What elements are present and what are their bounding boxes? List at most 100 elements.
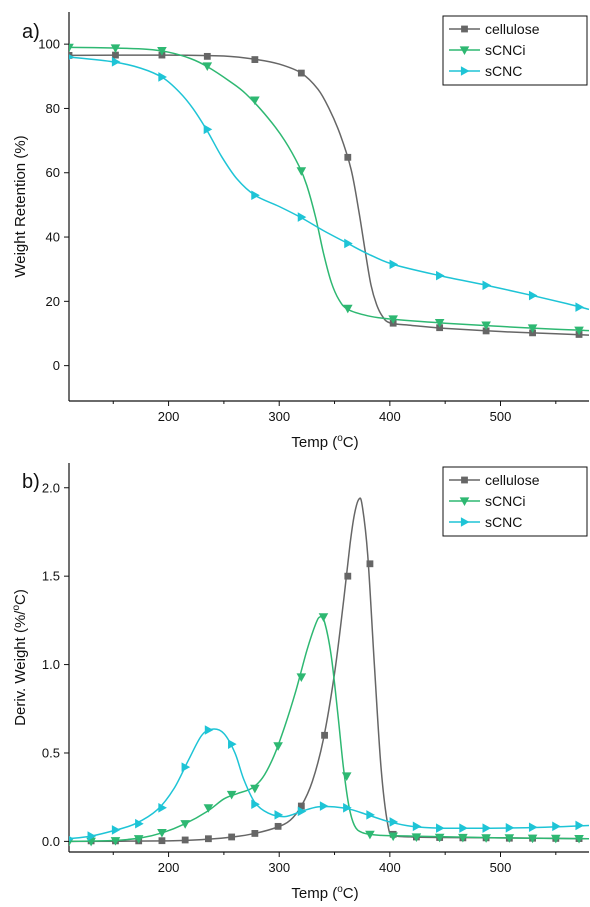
data-point-sCNCi xyxy=(527,324,538,334)
data-point-sCNCi xyxy=(458,833,468,843)
legend: cellulose sCNCi sCNC xyxy=(442,466,588,537)
series-cellulose xyxy=(69,497,589,845)
y-tick-label: 0 xyxy=(53,358,60,373)
data-point-sCNC xyxy=(158,72,167,82)
data-point-sCNC xyxy=(505,822,515,833)
panel-label: a) xyxy=(22,21,40,43)
data-point-sCNC xyxy=(412,821,422,832)
data-point-sCNC xyxy=(343,802,352,813)
data-point-sCNC xyxy=(204,725,214,735)
data-point-sCNC xyxy=(111,825,121,835)
data-point-sCNC xyxy=(69,835,74,842)
x-axis-title: Temp (oC) xyxy=(291,433,358,451)
y-tick-label: 0.0 xyxy=(42,834,60,849)
data-point-sCNCi xyxy=(180,820,190,829)
series-line-sCNC xyxy=(69,56,589,311)
legend-marker-sCNCi xyxy=(459,497,470,506)
data-point-sCNCi xyxy=(343,304,353,314)
y-tick-label: 60 xyxy=(46,165,60,180)
data-point-sCNCi xyxy=(527,834,538,844)
data-point-sCNC xyxy=(297,212,307,222)
data-point-sCNCi xyxy=(551,834,561,844)
panel-label: b) xyxy=(22,471,40,493)
data-point-sCNCi xyxy=(341,772,352,781)
data-point-cellulose xyxy=(112,51,119,59)
data-point-cellulose xyxy=(297,69,305,77)
legend-marker-sCNC xyxy=(460,517,470,527)
y-tick-label: 40 xyxy=(46,230,60,245)
data-point-sCNCi xyxy=(574,326,584,336)
data-point-cellulose xyxy=(482,327,490,335)
data-point-sCNC xyxy=(251,799,260,810)
y-tick-label: 100 xyxy=(38,37,60,52)
legend-marker-cellulose xyxy=(461,25,468,33)
data-point-cellulose xyxy=(205,835,212,843)
x-tick-label: 200 xyxy=(158,860,180,875)
data-point-sCNC xyxy=(203,124,213,135)
data-point-cellulose xyxy=(251,56,259,63)
data-point-sCNC xyxy=(135,818,144,829)
data-point-sCNCi xyxy=(296,167,307,176)
data-point-cellulose xyxy=(251,830,259,837)
data-point-sCNC xyxy=(274,810,284,820)
data-point-sCNCi xyxy=(481,321,491,331)
series-line-sCNC xyxy=(69,728,589,840)
data-point-sCNCi xyxy=(481,834,491,843)
data-point-sCNCi xyxy=(203,804,214,813)
data-point-sCNCi xyxy=(226,790,237,800)
x-tick-label: 500 xyxy=(490,409,512,424)
y-tick-label: 1.0 xyxy=(42,657,60,672)
data-point-sCNC xyxy=(344,238,353,249)
data-point-sCNCi xyxy=(273,742,283,751)
legend-marker-sCNCi xyxy=(459,46,470,55)
data-point-sCNCi xyxy=(434,833,445,843)
data-point-sCNCi xyxy=(69,43,74,53)
data-point-sCNCi xyxy=(388,315,398,325)
data-point-sCNCi xyxy=(365,830,375,840)
data-point-sCNCi xyxy=(250,96,260,106)
x-tick-label: 400 xyxy=(379,409,401,424)
legend-label-sCNC: sCNC xyxy=(485,63,522,79)
y-tick-label: 20 xyxy=(46,294,60,309)
series-cellulose xyxy=(69,51,589,338)
data-point-sCNCi xyxy=(157,46,167,56)
y-tick-label: 1.5 xyxy=(42,569,60,584)
x-tick-label: 400 xyxy=(379,860,401,875)
y-axis-title: Weight Retention (%) xyxy=(12,135,29,277)
data-point-cellulose xyxy=(274,822,282,830)
plot-area xyxy=(69,497,589,847)
series-sCNCi xyxy=(69,43,589,336)
data-point-sCNC xyxy=(251,190,260,201)
data-point-sCNC xyxy=(528,290,538,301)
data-point-cellulose xyxy=(321,731,328,739)
data-point-cellulose xyxy=(181,836,189,844)
data-point-sCNC xyxy=(87,831,97,841)
data-point-sCNC xyxy=(111,57,121,67)
data-point-sCNC xyxy=(69,54,74,60)
data-point-cellulose xyxy=(344,572,352,580)
data-point-sCNC xyxy=(181,762,191,772)
data-point-cellulose xyxy=(228,833,236,841)
data-point-sCNCi xyxy=(411,833,422,842)
data-point-sCNCi xyxy=(296,673,307,682)
y-tick-label: 80 xyxy=(46,101,60,116)
legend-marker-cellulose xyxy=(461,476,468,484)
data-point-cellulose xyxy=(344,153,352,161)
data-point-sCNC xyxy=(228,739,237,749)
data-point-sCNCi xyxy=(388,832,398,842)
data-point-cellulose xyxy=(366,560,374,568)
series-line-cellulose xyxy=(69,54,589,336)
legend-label-sCNCi: sCNCi xyxy=(485,493,525,509)
data-point-sCNCi xyxy=(250,784,260,794)
series-line-cellulose xyxy=(69,497,589,843)
x-tick-label: 500 xyxy=(490,860,512,875)
x-tick-label: 200 xyxy=(158,409,180,424)
data-point-sCNC xyxy=(297,806,307,817)
series-line-sCNCi xyxy=(69,46,589,332)
data-point-sCNC xyxy=(389,817,399,827)
data-point-sCNC xyxy=(366,810,375,820)
data-point-sCNCi xyxy=(504,834,515,843)
data-point-sCNC xyxy=(319,801,329,811)
x-tick-label: 300 xyxy=(268,860,290,875)
